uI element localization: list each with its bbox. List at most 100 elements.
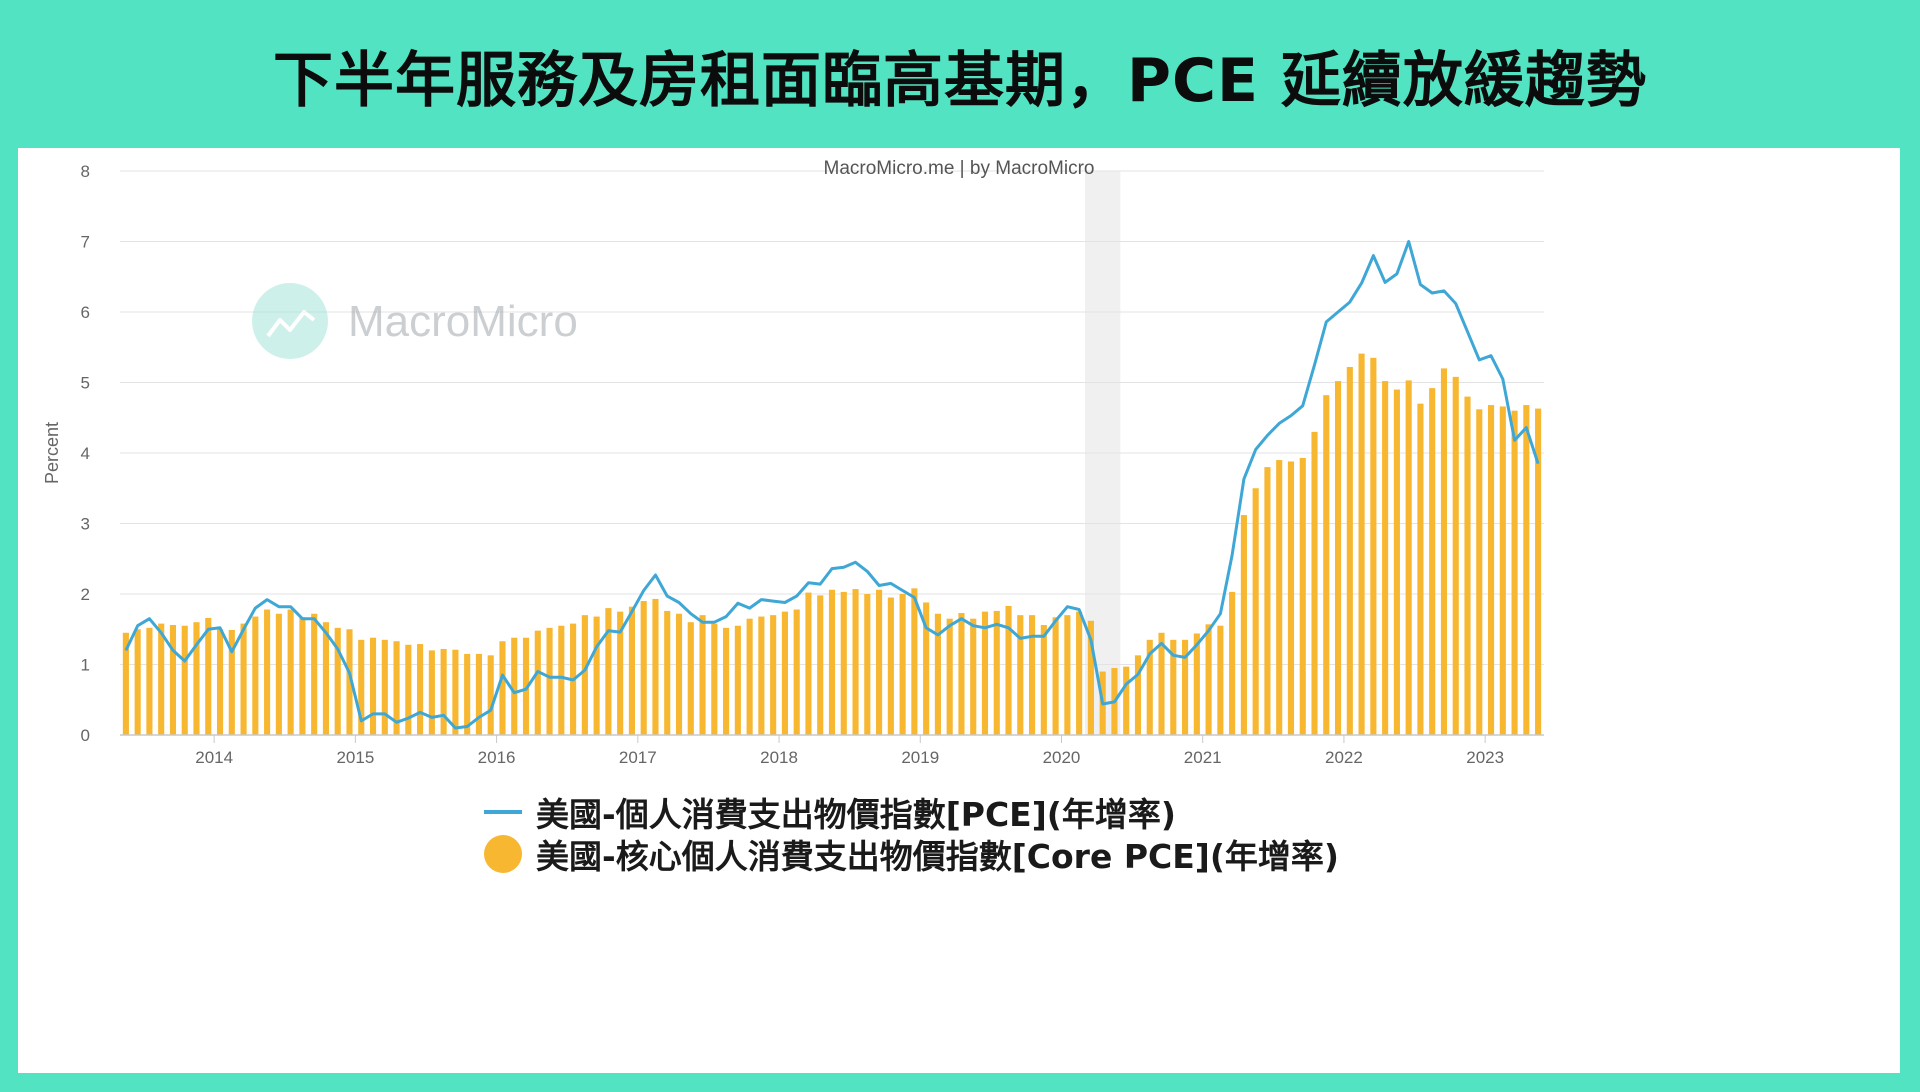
core-pce-bar (216, 629, 224, 735)
x-tick-label: 2020 (1043, 748, 1081, 767)
core-pce-bar (993, 610, 1000, 735)
core-pce-bar (1029, 615, 1036, 735)
x-tick-label: 2021 (1184, 748, 1222, 767)
core-pce-bar (428, 650, 435, 735)
core-pce-bar (369, 637, 377, 735)
core-pce-bar (405, 644, 412, 735)
x-tick-label: 2019 (901, 748, 939, 767)
core-pce-bar (1005, 605, 1012, 735)
x-tick-label: 2023 (1466, 748, 1504, 767)
core-pce-bar (346, 629, 353, 735)
core-pce-bar (1452, 376, 1459, 735)
core-pce-bar (699, 615, 706, 735)
core-pce-bar (1181, 639, 1189, 735)
core-pce-bar (1405, 380, 1412, 735)
core-pce-bar (181, 625, 188, 735)
core-pce-bar (381, 639, 388, 735)
core-pce-bar (534, 630, 541, 735)
core-pce-bar (464, 653, 471, 735)
core-pce-bar (1358, 353, 1365, 735)
y-tick-label: 6 (81, 303, 90, 322)
core-pce-bar (758, 616, 765, 735)
core-pce-bar (840, 591, 847, 735)
core-pce-bar (1193, 633, 1200, 735)
core-pce-bar (1264, 467, 1271, 735)
legend-core-pce-label: 美國-核心個人消費支出物價指數[Core PCE](年增率) (536, 837, 1340, 876)
core-pce-bar (487, 655, 494, 735)
x-tick-label: 2017 (619, 748, 657, 767)
core-pce-bar (793, 609, 800, 735)
core-pce-bar (299, 617, 306, 735)
watermark-logo-icon (252, 283, 328, 359)
core-pce-bar (334, 627, 341, 735)
core-pce-bar (1123, 666, 1130, 735)
headline: 下半年服務及房租面臨高基期，PCE 延續放緩趨勢 (273, 45, 1647, 116)
core-pce-bar (664, 610, 671, 735)
y-tick-label: 0 (81, 726, 90, 745)
core-pce-bar (122, 632, 129, 735)
core-pce-bar (1440, 368, 1448, 735)
y-tick-label: 3 (81, 515, 90, 534)
x-tick-label: 2018 (760, 748, 798, 767)
y-tick-label: 7 (81, 233, 90, 252)
chart-title: MacroMicro.me | by MacroMicro (824, 158, 1095, 179)
core-pce-bar (193, 622, 200, 735)
core-pce-bar (1464, 396, 1471, 735)
core-pce-bar (652, 598, 659, 735)
core-pce-bar (1393, 389, 1400, 735)
core-pce-bar (1382, 381, 1389, 735)
core-pce-bar (1370, 357, 1377, 735)
core-pce-bar (240, 623, 247, 735)
core-pce-bar (1487, 405, 1495, 735)
core-pce-bar (805, 592, 812, 735)
core-pce-bar (970, 618, 977, 735)
core-pce-bar (1087, 620, 1094, 735)
core-pce-bar (252, 616, 259, 735)
y-tick-label: 1 (81, 656, 90, 675)
core-pce-bar (1252, 488, 1259, 735)
core-pce-bar (864, 594, 871, 735)
core-pce-bar (134, 629, 141, 735)
core-pce-bar (1287, 461, 1295, 735)
core-pce-bar (1535, 408, 1542, 735)
core-pce-bar (899, 594, 906, 735)
core-pce-bar (628, 606, 635, 735)
core-pce-bar (1240, 515, 1247, 735)
core-pce-bar (876, 589, 883, 735)
core-pce-bar (711, 623, 718, 735)
core-pce-bar (958, 613, 965, 735)
core-pce-bar (205, 617, 212, 735)
macromicro-watermark: MacroMicro (252, 283, 578, 359)
core-pce-bar (1205, 624, 1212, 735)
core-pce-bar (1334, 381, 1342, 735)
core-pce-bar (1417, 403, 1424, 735)
core-pce-bar (852, 589, 859, 735)
core-pce-bar (1429, 388, 1436, 735)
core-pce-bar (1229, 591, 1236, 735)
core-pce-bar (1040, 625, 1047, 735)
legend-core-pce: 美國-核心個人消費支出物價指數[Core PCE](年增率) (18, 830, 1900, 878)
core-pce-bar (1017, 615, 1024, 735)
core-pce-bar (946, 618, 953, 735)
core-pce-bar (169, 625, 177, 735)
core-pce-bar (1311, 431, 1318, 735)
core-pce-bar (1076, 611, 1083, 735)
core-pce-bar (923, 602, 930, 735)
x-tick-label: 2014 (195, 748, 233, 767)
core-pce-bar (1511, 410, 1518, 735)
core-pce-bar (675, 613, 683, 735)
x-tick-label: 2016 (478, 748, 516, 767)
core-pce-bar (1052, 617, 1059, 735)
core-pce-bar (287, 609, 294, 735)
core-pce-bar (311, 613, 318, 735)
core-pce-bar (617, 611, 624, 735)
core-pce-bar (1476, 409, 1483, 735)
core-pce-bar (1158, 632, 1165, 735)
y-axis-label: Percent (42, 422, 62, 484)
y-tick-label: 2 (81, 585, 90, 604)
core-pce-bar (934, 613, 941, 735)
x-tick-label: 2022 (1325, 748, 1363, 767)
core-pce-bar (911, 588, 918, 735)
core-pce-bar (546, 627, 553, 735)
core-pce-bar (781, 611, 788, 735)
